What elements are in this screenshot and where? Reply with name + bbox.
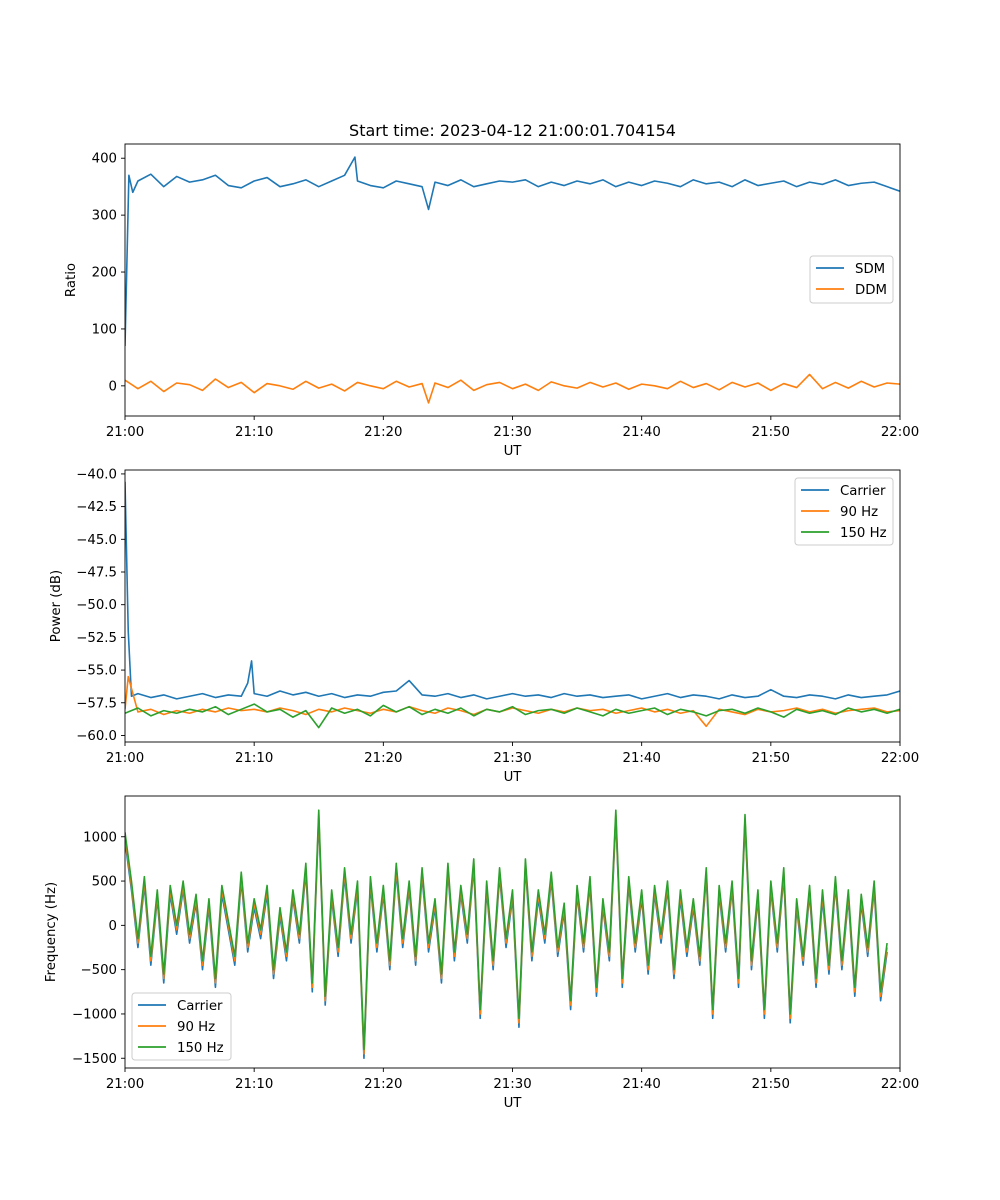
ratio-series-ddm-line (125, 373, 900, 404)
power-x-tick-label: 21:00 (106, 751, 144, 766)
ratio-series-sdm-line (125, 156, 900, 347)
ratio-y-axis-label: Ratio (64, 263, 79, 297)
ratio-x-axis-label: UT (504, 444, 523, 459)
power-x-tick-label: 21:10 (235, 751, 273, 766)
power-y-axis-label: Power (dB) (49, 570, 64, 642)
frequency-y-tick-label: −1500 (72, 1052, 117, 1067)
power-x-tick-label: 21:50 (752, 751, 790, 766)
frequency-legend-label: 150 Hz (177, 1041, 224, 1056)
ratio-series-group (125, 156, 900, 404)
power-panel: 21:00 21:10 21:20 21:30 21:40 21:50 22:00 −40.0… (49, 467, 919, 785)
frequency-y-tick-label: 1000 (83, 830, 117, 845)
frequency-y-tick-label: 0 (109, 919, 117, 934)
power-x-tick-label: 21:20 (364, 751, 402, 766)
power-series-group (125, 481, 900, 729)
power-y-tick-label: −45.0 (76, 533, 117, 548)
frequency-x-tick-label: 21:00 (106, 1077, 144, 1092)
ratio-y-tick-label: 100 (92, 322, 117, 337)
power-series-150-hz-line (125, 703, 900, 729)
frequency-y-axis-label: Frequency (Hz) (44, 882, 59, 982)
ratio-x-tick-label: 21:30 (493, 425, 531, 440)
power-y-tick-label: −50.0 (76, 598, 117, 613)
frequency-x-tick-label: 21:20 (364, 1077, 402, 1092)
ratio-x-tick-label: 21:40 (623, 425, 661, 440)
frequency-legend: Carrier 90 Hz 150 Hz (131, 992, 232, 1061)
ratio-y-tick-label: 400 (92, 152, 117, 167)
ratio-y-tick-label: 0 (109, 379, 117, 394)
power-y-tick-label: −57.5 (76, 696, 117, 711)
ratio-x-tick-label: 21:00 (106, 425, 144, 440)
frequency-legend-box (131, 992, 232, 1061)
power-y-tick-label: −47.5 (76, 566, 117, 581)
ratio-x-tick-label: 21:10 (235, 425, 273, 440)
frequency-y-tick-label: 500 (92, 875, 117, 890)
frequency-series-group (125, 809, 888, 1060)
ratio-y-tick-label: 300 (92, 209, 117, 224)
frequency-x-tick-label: 21:10 (235, 1077, 273, 1092)
ratio-y-tick-label: 200 (92, 266, 117, 281)
ratio-legend-label: SDM (855, 262, 885, 277)
frequency-x-tick-label: 21:40 (623, 1077, 661, 1092)
ratio-legend: SDM DDM (809, 255, 894, 304)
frequency-series-150-hz-line (125, 809, 888, 1051)
frequency-legend-label: Carrier (177, 999, 223, 1014)
power-y-tick-label: −60.0 (76, 729, 117, 744)
ratio-x-tick-label: 21:20 (364, 425, 402, 440)
power-legend-box (794, 477, 894, 546)
frequency-y-tick-label: −1000 (72, 1007, 117, 1022)
frequency-panel: 21:00 21:10 21:20 21:30 21:40 21:50 22:00 −1500… (44, 795, 919, 1111)
power-y-tick-label: −40.0 (76, 467, 117, 482)
frequency-x-axis-label: UT (504, 1096, 523, 1111)
frequency-x-tick-label: 22:00 (881, 1077, 919, 1092)
power-y-tick-label: −42.5 (76, 500, 117, 515)
ratio-x-tick-label: 22:00 (881, 425, 919, 440)
power-legend-label: 90 Hz (840, 505, 878, 520)
ratio-panel: 21:00 21:10 21:20 21:30 21:40 21:50 22:00 0 100 2… (64, 143, 919, 459)
frequency-y-tick-label: −500 (80, 963, 117, 978)
power-y-tick-label: −52.5 (76, 631, 117, 646)
power-x-tick-label: 21:40 (623, 751, 661, 766)
power-legend-label: Carrier (840, 484, 886, 499)
power-x-tick-label: 22:00 (881, 751, 919, 766)
ratio-legend-label: DDM (855, 283, 887, 298)
figure-title: Start time: 2023-04-12 21:00:01.704154 (349, 121, 676, 140)
power-series-carrier-line (125, 481, 900, 700)
power-y-tick-label: −55.0 (76, 664, 117, 679)
power-x-tick-label: 21:30 (493, 751, 531, 766)
ratio-x-tick-label: 21:50 (752, 425, 790, 440)
power-legend: Carrier 90 Hz 150 Hz (794, 477, 894, 546)
frequency-x-tick-label: 21:30 (493, 1077, 531, 1092)
frequency-legend-label: 90 Hz (177, 1020, 215, 1035)
power-x-axis-label: UT (504, 770, 523, 785)
frequency-x-tick-label: 21:50 (752, 1077, 790, 1092)
power-legend-label: 150 Hz (840, 526, 887, 541)
